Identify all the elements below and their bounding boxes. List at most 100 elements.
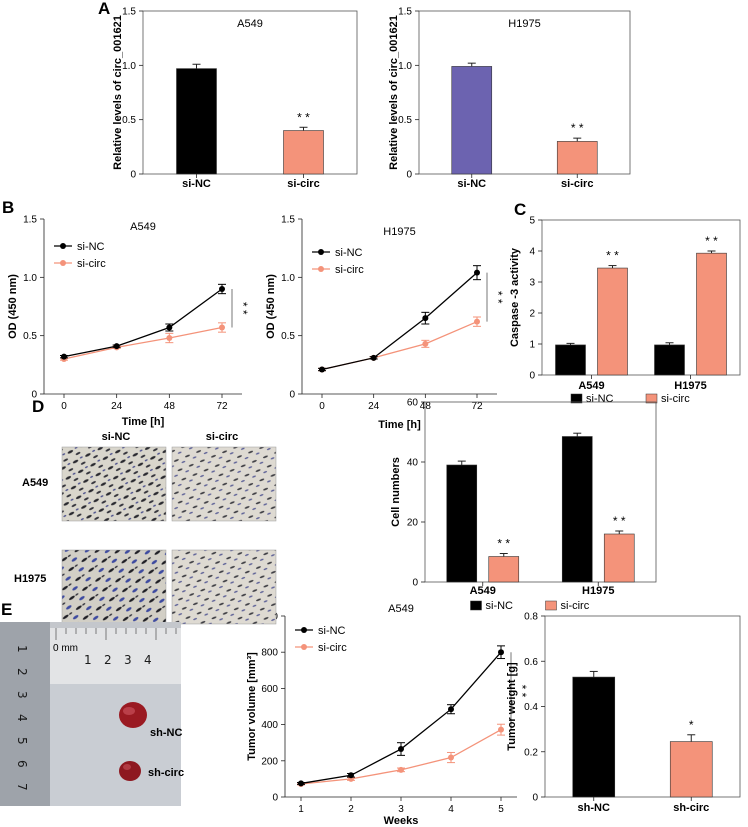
micro-image-h1975-si-nc (61, 549, 167, 625)
legend-marker-si-circ (301, 644, 307, 650)
point-si-NC (166, 324, 173, 331)
x-tick-label: 4 (448, 804, 454, 815)
point-si-NC (298, 780, 304, 787)
y-tick-label: 0.5 (23, 331, 37, 342)
plot-frame (142, 10, 358, 175)
legend-swatch-si-circ (645, 393, 658, 404)
ruler-v-numbers: 1 2 3 4 5 6 7 (15, 645, 29, 791)
legend-marker-si-NC (318, 249, 324, 255)
y-tick-label: 0 (529, 371, 535, 382)
tumor-sh-nc (119, 702, 147, 728)
series-line-si-NC (63, 288, 223, 358)
tumor-sh-circ (119, 761, 141, 781)
chart-title: A549 (237, 18, 263, 30)
y-axis-label: Relative levels of circ_001621 (388, 15, 400, 170)
significance-mark: * * (491, 291, 505, 304)
y-tick-label: 0 (130, 170, 136, 181)
y-tick-label: 1.0 (23, 273, 37, 284)
y-tick-label: 0.5 (281, 331, 295, 342)
point-si-NC (422, 315, 429, 322)
panel-label-c: C (514, 200, 526, 219)
point-si-NC (474, 269, 480, 276)
y-axis-label: OD (450 nm) (265, 274, 277, 339)
chart-a549-od: 0 0.5 1.0 1.5 OD (450 nm) A549 0 24 48 72 Time [h]… (7, 215, 250, 429)
tumor-photo: 0 mm 1 2 3 4 1 2 3 4 5 6 7 sh-NC sh-circ (0, 622, 184, 806)
legend-label-si-NC: si-NC (77, 241, 105, 253)
legend-label-si-NC: si-NC (335, 247, 363, 259)
bar-sh-NC (572, 676, 616, 798)
bar-si-NC (451, 66, 493, 175)
micro-image-a549-si-nc (61, 446, 167, 522)
legend-swatch-si-NC (570, 393, 583, 404)
y-axis-label: Tumor weight [g] (506, 662, 518, 751)
y-axis-label: Tumor volume [mm³] (246, 652, 258, 761)
plot-frame (418, 10, 631, 175)
significance-mark: * * (705, 234, 718, 248)
y-tick-label: 1.5 (398, 7, 412, 18)
y-tick-label: 0.2 (524, 747, 538, 758)
y-tick-label: 800 (261, 648, 278, 659)
y-tick-label: 0.4 (524, 702, 538, 713)
tumor-label-sh-nc: sh-NC (150, 727, 182, 739)
significance-mark: * * (571, 121, 584, 135)
significance-mark: * * (297, 110, 310, 124)
legend-swatch-si-NC (470, 600, 482, 611)
x-tick-label: 0 (61, 401, 67, 412)
series-line-si-circ (321, 321, 478, 371)
x-axis-label: Weeks (384, 815, 419, 827)
x-axis-label: Time [h] (122, 416, 165, 428)
chart-title: A549 (388, 603, 414, 615)
ruler-h-3: 3 (124, 653, 132, 667)
ruler-v-2: 2 (15, 668, 29, 676)
panel-label-a: A (98, 0, 110, 18)
significance-mark: * * (606, 249, 619, 263)
y-tick-label: 1.5 (122, 7, 136, 18)
x-tick-label: sh-NC (578, 802, 610, 814)
bar-A549-si-NC (446, 464, 478, 583)
micro-row-a549: A549 (22, 477, 48, 489)
legend-label-si-NC: si-NC (586, 393, 614, 405)
point-si-circ (448, 754, 454, 761)
chart-title: A549 (130, 221, 156, 233)
y-tick-label: 40 (407, 458, 419, 469)
y-tick-label: 200 (261, 756, 278, 767)
x-tick-label: H1975 (582, 585, 614, 597)
significance-mark: * * (236, 302, 250, 315)
point-si-circ (498, 726, 504, 733)
y-tick-label: 0 (31, 390, 37, 401)
ruler-v-6: 6 (15, 760, 29, 768)
y-tick-label: 0 (272, 793, 278, 804)
y-tick-label: 0.8 (524, 612, 538, 623)
panel-label-b: B (2, 198, 14, 217)
legend-label-si-NC: si-NC (318, 625, 346, 637)
bar-A549-si-circ (488, 556, 520, 583)
bar-si-circ (283, 130, 324, 175)
x-tick-label: 72 (471, 401, 483, 412)
photo-plate (50, 684, 181, 806)
bar-A549-si-NC (555, 344, 586, 376)
ruler-ticks (55, 628, 177, 640)
x-axis-label: Time [h] (378, 419, 421, 431)
y-tick-label: 0 (289, 390, 295, 401)
series-line-si-NC (321, 272, 478, 371)
significance-mark: * * (613, 514, 626, 528)
point-si-NC (448, 706, 454, 713)
micro-col-si-nc: si-NC (102, 431, 131, 443)
micro-col-si-circ: si-circ (206, 431, 238, 443)
ruler-h-4: 4 (144, 653, 152, 667)
plot-frame (424, 401, 657, 583)
y-tick-label: 600 (261, 684, 278, 695)
y-tick-label: 400 (261, 720, 278, 731)
y-tick-label: 0.5 (122, 115, 136, 126)
legend-label-si-circ: si-circ (561, 600, 590, 612)
x-tick-label: A549 (470, 585, 496, 597)
microscopy-grid: si-NC si-circ A549 H1975 (14, 431, 277, 625)
x-tick-label: 24 (368, 401, 380, 412)
legend-label-si-circ: si-circ (661, 393, 690, 405)
point-si-NC (319, 366, 325, 373)
significance-mark: * * (515, 685, 529, 698)
x-tick-label: 48 (420, 401, 432, 412)
